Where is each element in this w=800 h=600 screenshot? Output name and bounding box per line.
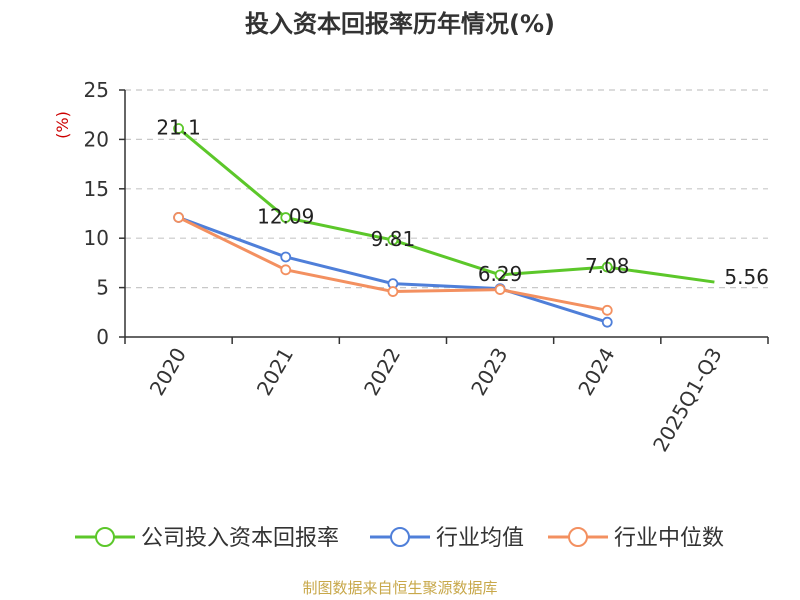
legend-item-1[interactable]: 行业均值 (370, 526, 524, 551)
data-point[interactable] (494, 269, 506, 281)
data-point[interactable] (173, 212, 184, 223)
data-point[interactable] (601, 304, 613, 316)
data-label: 21.1 (156, 116, 201, 140)
legend-label: 公司投入资本回报率 (141, 526, 339, 551)
legend-swatch-marker (95, 527, 115, 547)
legend-item-2[interactable]: 行业中位数 (548, 526, 724, 551)
data-label: 6.29 (478, 262, 523, 286)
y-tick-label: 15 (84, 177, 109, 201)
legend-item-0[interactable]: 公司投入资本回报率 (75, 526, 339, 551)
data-label: 12.09 (257, 205, 314, 229)
x-tick-label: 2023 (466, 344, 512, 400)
data-point[interactable] (280, 212, 292, 223)
data-label: 5.56 (724, 265, 769, 289)
y-tick-label: 20 (84, 127, 109, 151)
x-tick-label: 2025Q1-Q3 (648, 344, 727, 456)
data-label: 7.08 (585, 254, 630, 278)
x-tick-label: 2020 (145, 344, 191, 400)
y-tick-label: 0 (96, 325, 109, 349)
data-point[interactable] (601, 316, 613, 328)
series-line-0 (177, 127, 715, 284)
data-point[interactable] (173, 123, 184, 134)
legend-swatch-marker (568, 527, 588, 547)
y-axis-unit-label: (%) (53, 111, 72, 139)
y-tick-label: 25 (84, 78, 109, 102)
data-point[interactable] (280, 264, 292, 276)
legend-label: 行业均值 (436, 526, 524, 551)
legend-swatch-marker (390, 527, 410, 547)
data-point[interactable] (387, 286, 399, 297)
x-tick-label: 2022 (359, 344, 405, 400)
series-lines (173, 123, 715, 328)
data-point[interactable] (387, 234, 399, 246)
x-tick-label: 2024 (573, 344, 619, 400)
x-tick-label: 2021 (252, 344, 298, 400)
data-label: 9.81 (371, 227, 416, 251)
data-point[interactable] (280, 251, 292, 263)
chart-title: 投入资本回报率历年情况(%) (245, 10, 555, 38)
data-point[interactable] (601, 261, 613, 273)
y-tick-label: 5 (96, 276, 109, 300)
legend-label: 行业中位数 (614, 526, 724, 551)
y-tick-label: 10 (84, 226, 109, 250)
data-labels: 21.1 12.09 9.81 6.29 7.08 5.56 (156, 116, 769, 290)
source-note: 制图数据来自恒生聚源数据库 (302, 579, 497, 597)
legend[interactable]: 公司投入资本回报率 行业均值 行业中位数 (75, 526, 724, 551)
data-point[interactable] (494, 284, 506, 295)
